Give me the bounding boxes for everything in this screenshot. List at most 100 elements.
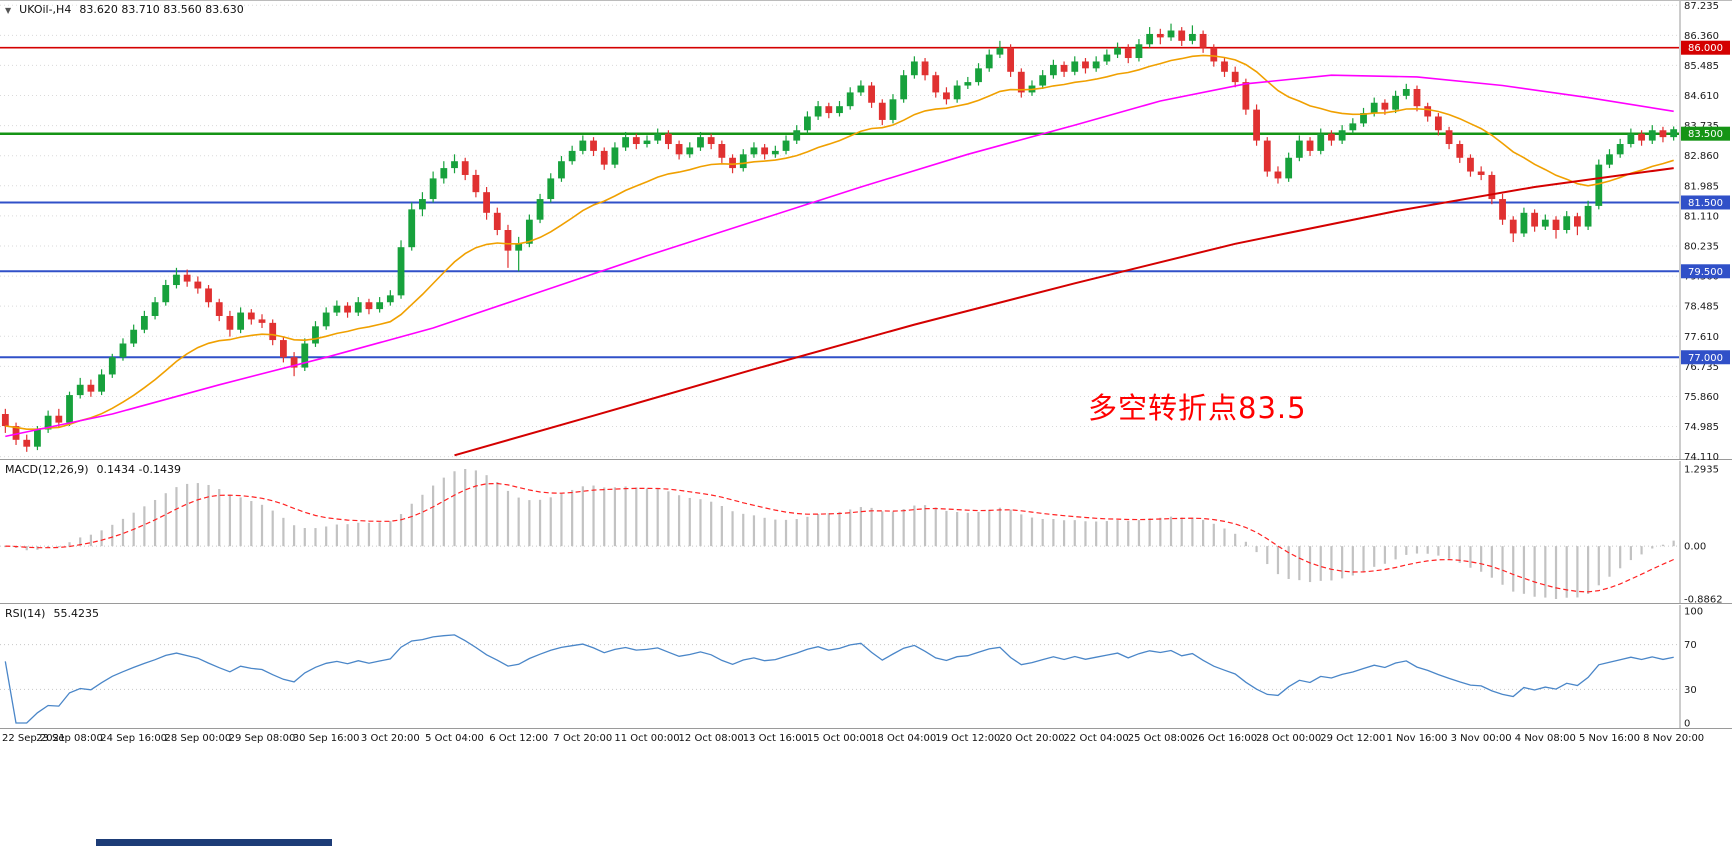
macd-bar (1458, 546, 1461, 563)
macd-bar (1544, 546, 1547, 598)
macd-bar (1383, 546, 1387, 564)
candle-body (1563, 216, 1571, 230)
macd-bar (795, 519, 798, 547)
macd-bar (1105, 521, 1108, 547)
candle-body (643, 140, 651, 145)
candle-body (226, 315, 234, 330)
macd-bar (1287, 546, 1290, 579)
macd-bar (1501, 546, 1504, 585)
candle-body (1135, 44, 1143, 59)
macd-bar (763, 517, 766, 547)
candle-body (686, 147, 694, 155)
macd-bar (1041, 518, 1044, 547)
macd-bar (988, 509, 991, 547)
macd-bar (774, 519, 777, 547)
candle-body (1231, 71, 1239, 83)
macd-bar (218, 489, 221, 547)
time-label: 13 Oct 16:00 (742, 733, 808, 744)
macd-bar (357, 522, 360, 547)
candle-body (1392, 95, 1400, 110)
candle-body (568, 150, 576, 162)
macd-bar (164, 493, 167, 547)
candle-body (1306, 140, 1314, 151)
candle-body (1124, 47, 1132, 59)
macd-bar (1255, 546, 1258, 553)
candle-body (932, 75, 940, 93)
macd-bar (1426, 546, 1429, 554)
time-label: 12 Oct 08:00 (678, 733, 744, 744)
macd-bar (1512, 546, 1515, 592)
macd-bar (998, 507, 1002, 547)
macd-bar (538, 499, 542, 547)
macd-bar (827, 513, 830, 547)
candle-body (1221, 61, 1228, 72)
macd-bar (1116, 520, 1119, 547)
time-label: 11 Oct 00:00 (614, 733, 680, 744)
macd-bar (1661, 544, 1665, 547)
candle-body (611, 147, 619, 165)
candle-body (1402, 88, 1410, 96)
macd-bar (196, 483, 199, 547)
price-tag (1681, 195, 1730, 210)
rsi-scale-label: 30 (1684, 685, 1697, 696)
candle-body (130, 329, 138, 344)
macd-bar (100, 530, 103, 547)
candle-body (1178, 30, 1186, 41)
macd-bar (517, 497, 520, 547)
candle-body (707, 137, 715, 145)
candle-body (23, 439, 31, 447)
macd-bar (47, 546, 50, 548)
candle-body (878, 102, 886, 120)
candlestick-chart[interactable]: 87.235 86.360 85.485 84.610 83.735 82.860 81.9… (0, 1, 1732, 460)
ma-mid-line (5, 74, 1674, 438)
macd-bar (378, 522, 381, 547)
macd-bar (731, 511, 734, 547)
time-label: 29 Oct 12:00 (1320, 733, 1386, 744)
candle-body (1060, 64, 1068, 72)
rsi-chart[interactable]: 100 70 30 0 (0, 605, 1732, 729)
macd-bar (1191, 517, 1194, 547)
macd-bar (250, 501, 253, 547)
rsi-scale-label: 0 (1684, 719, 1690, 730)
macd-bar (1480, 546, 1483, 572)
macd-bar (1202, 519, 1205, 547)
candle-body (34, 429, 41, 447)
candle-body (1531, 212, 1539, 227)
price-tag-label: 81.500 (1688, 198, 1723, 209)
candle-body (1424, 106, 1432, 117)
price-tag (1681, 40, 1730, 55)
price-label: 76.735 (1684, 362, 1719, 373)
candle-body (173, 274, 180, 286)
candle-body (258, 319, 266, 323)
price-tag-label: 86.000 (1688, 43, 1723, 54)
macd-bar (399, 514, 403, 547)
candle-body (1317, 133, 1325, 151)
time-label: 19 Oct 12:00 (935, 733, 1001, 744)
candle-body (1520, 212, 1528, 234)
candle-body (1285, 157, 1293, 179)
price-tag (1681, 126, 1730, 141)
time-axis[interactable]: 22 Sep 2021 23 Sep 08:00 24 Sep 16:00 28 Se… (0, 730, 1732, 750)
price-tag (1681, 350, 1730, 365)
macd-bar (79, 537, 82, 547)
candle-body (493, 212, 501, 230)
price-scale-labels: 87.235 86.360 85.485 84.610 83.735 82.860 81.9… (1684, 1, 1719, 460)
macd-bar (1597, 546, 1600, 586)
candle-body (1349, 123, 1357, 131)
macd-bar (1490, 546, 1493, 578)
macd-bar (1223, 528, 1226, 547)
macd-bar (923, 505, 927, 547)
time-label: 1 Nov 16:00 (1386, 733, 1448, 744)
candle-body (1017, 71, 1025, 93)
price-label: 83.735 (1684, 121, 1719, 132)
macd-chart[interactable]: 1.2935 0.00 -0.8862 (0, 461, 1732, 604)
macd-bar (1447, 546, 1451, 559)
price-tag-label: 79.500 (1688, 267, 1723, 278)
candle-body (1499, 199, 1506, 220)
macd-bar (1009, 509, 1012, 547)
time-label: 23 Sep 08:00 (36, 733, 103, 744)
candle-body (1114, 47, 1121, 55)
price-label: 84.610 (1684, 91, 1719, 102)
macd-bar (1148, 518, 1151, 547)
candle-body (419, 199, 426, 210)
